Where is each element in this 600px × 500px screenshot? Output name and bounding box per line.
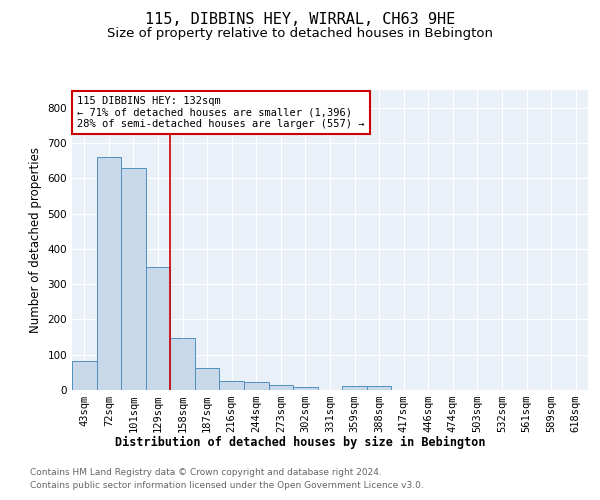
Text: Distribution of detached houses by size in Bebington: Distribution of detached houses by size … bbox=[115, 436, 485, 449]
Bar bbox=[269, 386, 293, 390]
Bar bbox=[170, 338, 195, 390]
Bar bbox=[195, 368, 220, 390]
Text: 115, DIBBINS HEY, WIRRAL, CH63 9HE: 115, DIBBINS HEY, WIRRAL, CH63 9HE bbox=[145, 12, 455, 28]
Text: 115 DIBBINS HEY: 132sqm
← 71% of detached houses are smaller (1,396)
28% of semi: 115 DIBBINS HEY: 132sqm ← 71% of detache… bbox=[77, 96, 365, 129]
Bar bbox=[244, 382, 269, 390]
Bar bbox=[342, 386, 367, 390]
Bar bbox=[146, 267, 170, 390]
Text: Contains public sector information licensed under the Open Government Licence v3: Contains public sector information licen… bbox=[30, 480, 424, 490]
Bar bbox=[97, 157, 121, 390]
Bar bbox=[72, 361, 97, 390]
Bar bbox=[367, 386, 391, 390]
Y-axis label: Number of detached properties: Number of detached properties bbox=[29, 147, 42, 333]
Bar bbox=[293, 387, 318, 390]
Text: Contains HM Land Registry data © Crown copyright and database right 2024.: Contains HM Land Registry data © Crown c… bbox=[30, 468, 382, 477]
Bar bbox=[220, 381, 244, 390]
Text: Size of property relative to detached houses in Bebington: Size of property relative to detached ho… bbox=[107, 28, 493, 40]
Bar bbox=[121, 168, 146, 390]
